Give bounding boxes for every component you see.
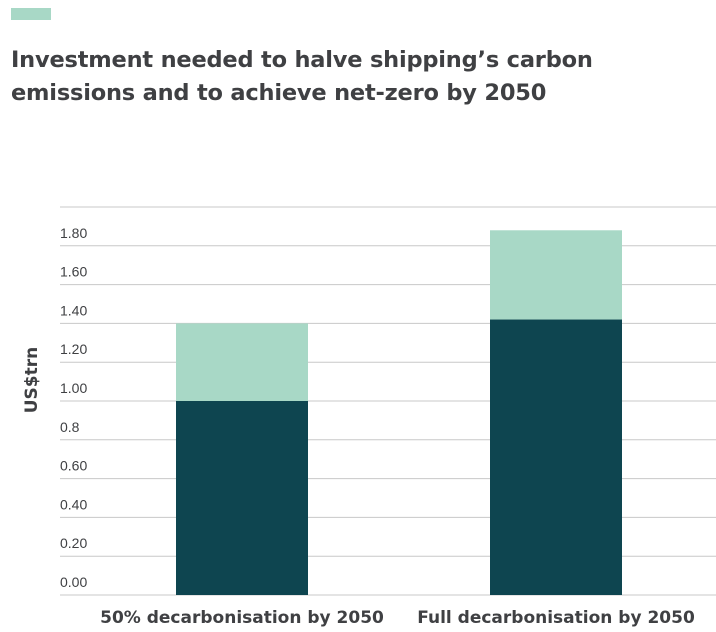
y-tick-label: 1.00 xyxy=(60,380,87,396)
y-tick-labels: 0.00 0.20 0.40 0.60 0.8 1.00 1.20 1.40 1.60 1.80 xyxy=(60,225,87,590)
y-tick-label: 0.40 xyxy=(60,496,87,512)
bar-segment-base xyxy=(176,401,308,595)
x-category-label: Full decarbonisation by 2050 xyxy=(417,608,695,628)
y-axis-title: US$trn xyxy=(22,347,42,414)
y-tick-label: 0.00 xyxy=(60,574,87,590)
bar-segment-base xyxy=(490,319,622,595)
x-category-label: 50% decarbonisation by 2050 xyxy=(100,608,384,628)
y-tick-label: 1.40 xyxy=(60,302,87,318)
y-tick-label: 1.80 xyxy=(60,225,87,241)
chart-title: Investment needed to halve shipping’s ca… xyxy=(11,47,593,106)
accent-bar xyxy=(11,8,51,20)
y-tick-label: 1.20 xyxy=(60,341,87,357)
x-category-labels: 50% decarbonisation by 2050 Full decarbon… xyxy=(100,608,695,628)
y-tick-label: 0.60 xyxy=(60,458,87,474)
y-tick-label: 0.20 xyxy=(60,535,87,551)
y-tick-label: 0.8 xyxy=(60,419,80,435)
y-tick-label: 1.60 xyxy=(60,264,87,280)
bar-segment-top xyxy=(176,323,308,401)
bar-segment-top xyxy=(490,230,622,320)
bars xyxy=(176,230,622,595)
